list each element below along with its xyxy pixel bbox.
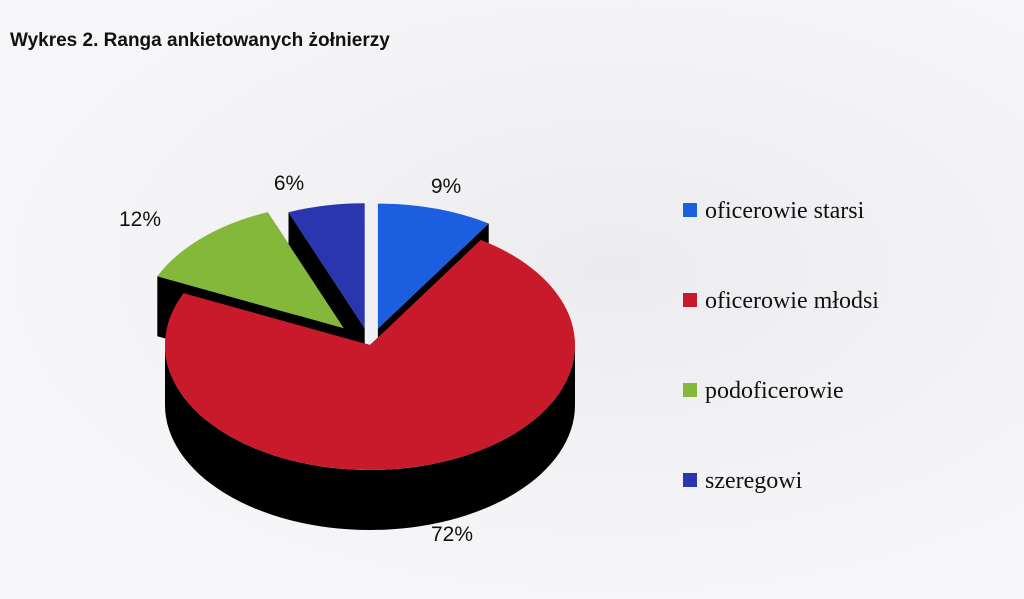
legend-label: oficerowie starsi — [705, 198, 865, 224]
pie-value-label: 72% — [431, 523, 473, 546]
legend-label: oficerowie młodsi — [705, 288, 879, 314]
legend-swatch — [683, 383, 697, 397]
legend-item: oficerowie starsi — [683, 198, 864, 225]
legend-label: podoficerowie — [705, 378, 844, 404]
legend-swatch — [683, 203, 697, 217]
pie-labels: 9% 72% 12% 6% — [119, 172, 473, 546]
legend-item: podoficerowie — [683, 378, 844, 405]
pie-value-label: 6% — [274, 172, 304, 195]
legend-item: szeregowi — [683, 468, 802, 495]
legend-item: oficerowie młodsi — [683, 288, 879, 315]
legend-swatch — [683, 473, 697, 487]
legend-label: szeregowi — [705, 468, 803, 494]
pie-slice-top — [288, 203, 365, 329]
chart-title: Wykres 2. Ranga ankietowanych żołnierzy — [10, 30, 390, 51]
pie-slice-top — [157, 212, 344, 329]
pie-value-label: 9% — [431, 175, 461, 198]
pie-value-label: 12% — [119, 208, 161, 231]
pie-slice-top — [164, 239, 575, 471]
pie-slices — [157, 203, 575, 530]
pie-slice-side — [165, 345, 575, 530]
pie-slice-1 — [164, 239, 575, 530]
legend-swatch — [683, 293, 697, 307]
pie-slice-top — [377, 203, 489, 329]
